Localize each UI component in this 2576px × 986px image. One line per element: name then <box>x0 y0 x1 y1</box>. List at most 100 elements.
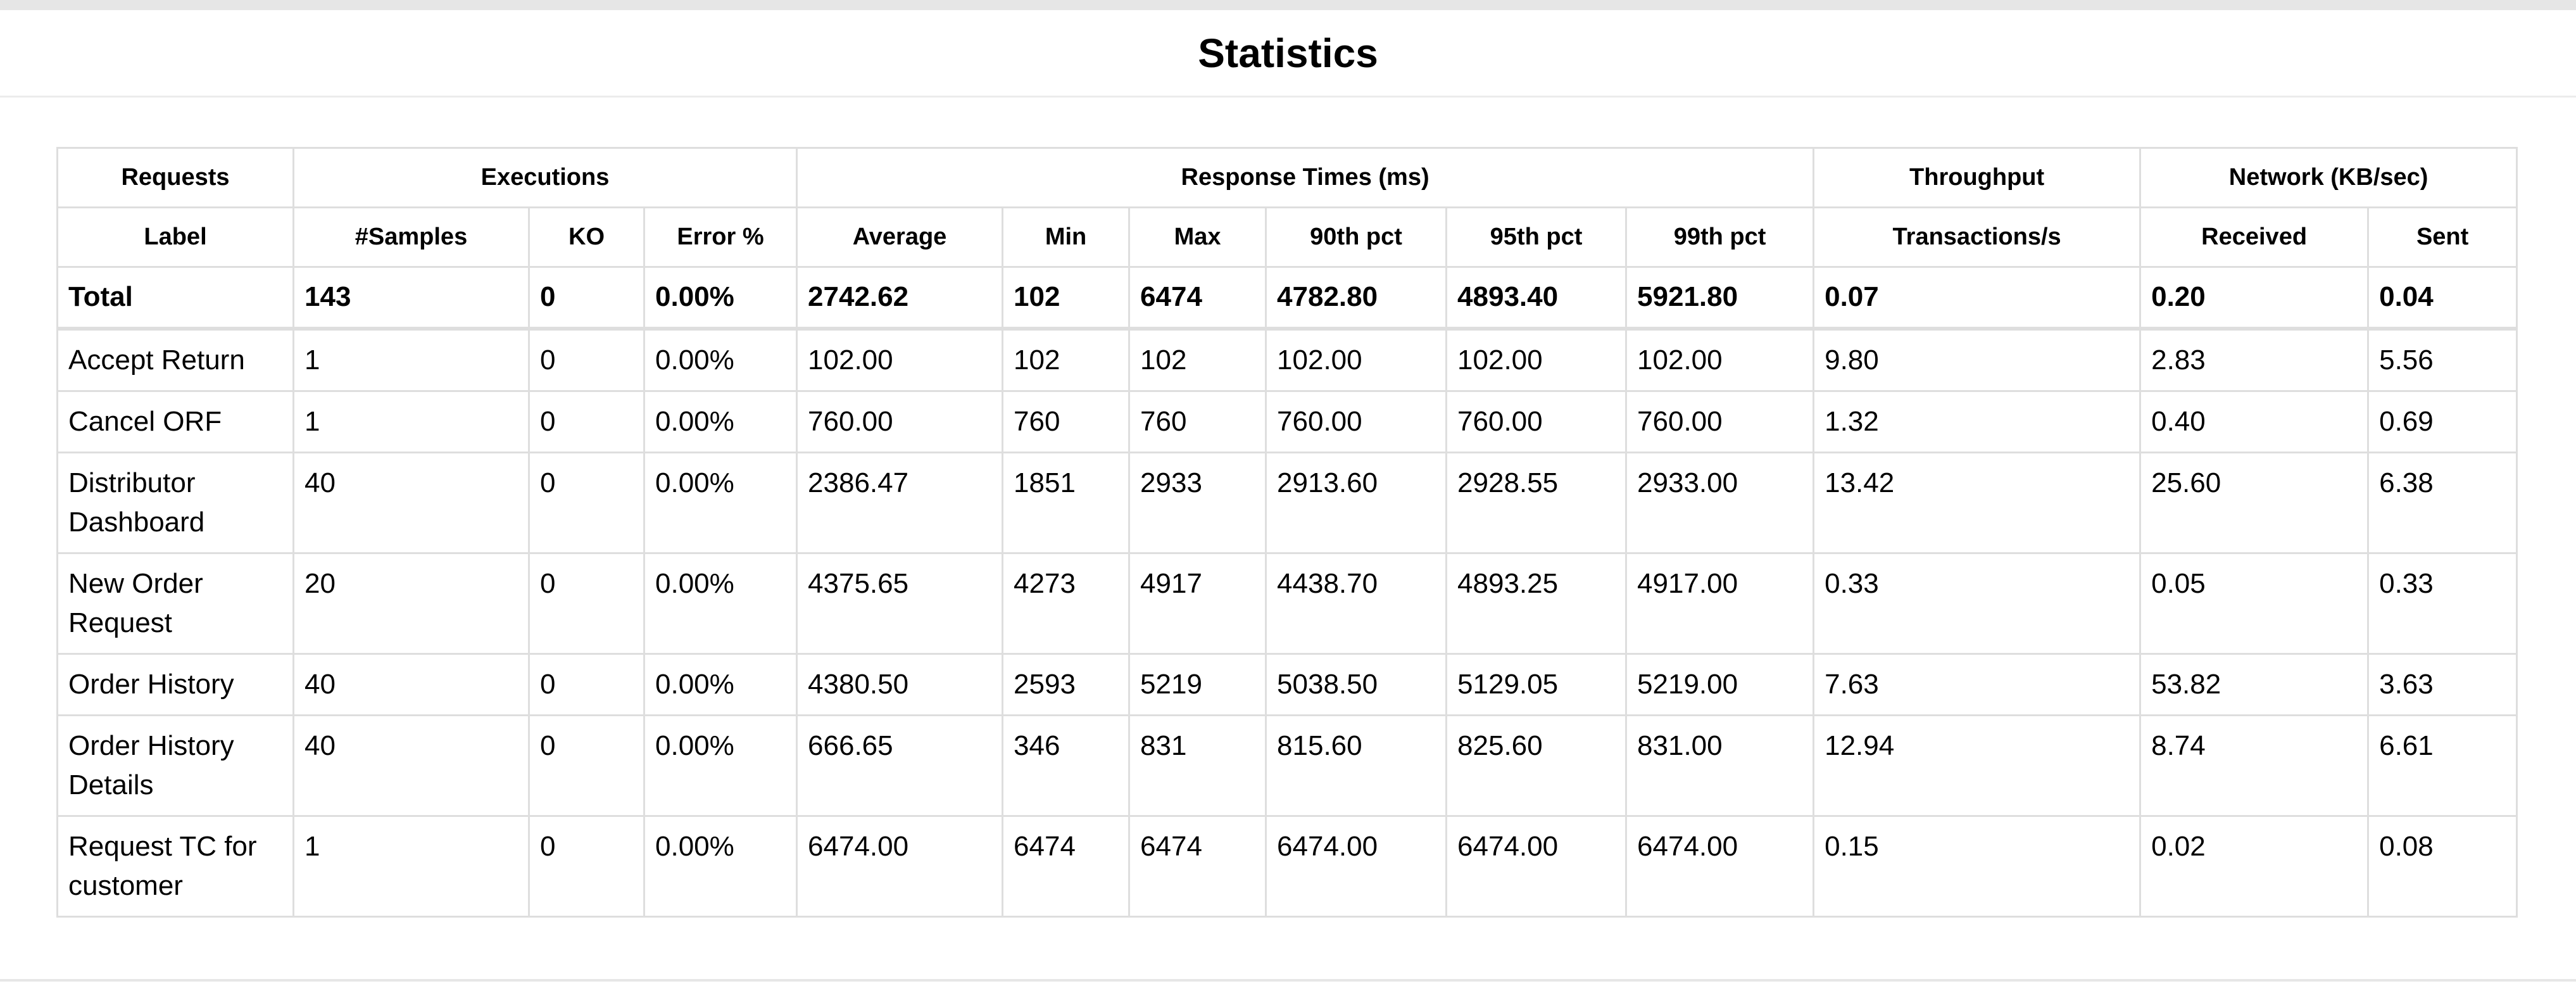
total-cell-pct99: 5921.80 <box>1625 266 1815 331</box>
cell-label: Request TC for customer <box>56 814 294 918</box>
cell-max: 4917 <box>1128 552 1267 655</box>
cell-received: 0.05 <box>2139 552 2370 655</box>
group-header-response-times: Response Times (ms) <box>796 147 1815 208</box>
cell-pct90: 102.00 <box>1265 327 1448 392</box>
column-header-sent[interactable]: Sent <box>2367 206 2518 268</box>
cell-ko: 0 <box>528 389 645 453</box>
cell-received: 53.82 <box>2139 652 2370 716</box>
cell-sent: 6.61 <box>2367 714 2518 817</box>
cell-pct99: 760.00 <box>1625 389 1815 453</box>
cell-pct99: 5219.00 <box>1625 652 1815 716</box>
table-row: Distributor Dashboard 40 0 0.00% 2386.47 1851… <box>56 451 2518 554</box>
column-header-transactions-per-sec[interactable]: Transactions/s <box>1813 206 2142 268</box>
cell-received: 8.74 <box>2139 714 2370 817</box>
cell-received: 2.83 <box>2139 327 2370 392</box>
total-cell-ko: 0 <box>528 266 645 331</box>
page-title: Statistics <box>1198 30 1378 76</box>
column-header-min[interactable]: Min <box>1002 206 1131 268</box>
cell-error-pct: 0.00% <box>643 652 798 716</box>
cell-transactions-per-sec: 7.63 <box>1813 652 2142 716</box>
top-bar <box>0 0 2576 10</box>
cell-transactions-per-sec: 1.32 <box>1813 389 2142 453</box>
column-header-max[interactable]: Max <box>1128 206 1267 268</box>
cell-pct99: 4917.00 <box>1625 552 1815 655</box>
group-header-executions: Executions <box>292 147 798 208</box>
table-row: Cancel ORF 1 0 0.00% 760.00 760 760 760.00 760.0… <box>56 389 2518 453</box>
cell-min: 102 <box>1002 327 1131 392</box>
cell-average: 4375.65 <box>796 552 1004 655</box>
total-cell-max: 6474 <box>1128 266 1267 331</box>
cell-average: 666.65 <box>796 714 1004 817</box>
cell-transactions-per-sec: 13.42 <box>1813 451 2142 554</box>
table-row: Request TC for customer 1 0 0.00% 6474.00 647… <box>56 814 2518 918</box>
cell-label: Order History <box>56 652 294 716</box>
cell-pct99: 831.00 <box>1625 714 1815 817</box>
cell-max: 5219 <box>1128 652 1267 716</box>
cell-label: Accept Return <box>56 327 294 392</box>
cell-received: 0.40 <box>2139 389 2370 453</box>
cell-received: 25.60 <box>2139 451 2370 554</box>
cell-ko: 0 <box>528 814 645 918</box>
column-header-ko[interactable]: KO <box>528 206 645 268</box>
cell-error-pct: 0.00% <box>643 451 798 554</box>
cell-ko: 0 <box>528 327 645 392</box>
cell-average: 6474.00 <box>796 814 1004 918</box>
total-cell-error-pct: 0.00% <box>643 266 798 331</box>
cell-transactions-per-sec: 12.94 <box>1813 714 2142 817</box>
column-header-samples[interactable]: #Samples <box>292 206 530 268</box>
cell-ko: 0 <box>528 451 645 554</box>
total-cell-received: 0.20 <box>2139 266 2370 331</box>
cell-transactions-per-sec: 0.15 <box>1813 814 2142 918</box>
total-cell-pct90: 4782.80 <box>1265 266 1448 331</box>
cell-max: 6474 <box>1128 814 1267 918</box>
cell-min: 4273 <box>1002 552 1131 655</box>
cell-label: Distributor Dashboard <box>56 451 294 554</box>
table-row: Order History 40 0 0.00% 4380.50 2593 5219 5038… <box>56 652 2518 716</box>
cell-pct90: 815.60 <box>1265 714 1448 817</box>
column-header-pct90[interactable]: 90th pct <box>1265 206 1448 268</box>
column-header-average[interactable]: Average <box>796 206 1004 268</box>
bottom-divider <box>0 979 2576 982</box>
cell-average: 102.00 <box>796 327 1004 392</box>
cell-error-pct: 0.00% <box>643 389 798 453</box>
cell-pct95: 760.00 <box>1445 389 1628 453</box>
cell-samples: 40 <box>292 451 530 554</box>
statistics-table-container: Requests Executions Response Times (ms) … <box>56 147 2518 918</box>
cell-max: 760 <box>1128 389 1267 453</box>
column-header-pct95[interactable]: 95th pct <box>1445 206 1628 268</box>
cell-average: 760.00 <box>796 389 1004 453</box>
cell-pct95: 5129.05 <box>1445 652 1628 716</box>
table-row: Accept Return 1 0 0.00% 102.00 102 102 102.00 10… <box>56 327 2518 392</box>
cell-sent: 0.69 <box>2367 389 2518 453</box>
cell-sent: 3.63 <box>2367 652 2518 716</box>
cell-ko: 0 <box>528 652 645 716</box>
total-cell-sent: 0.04 <box>2367 266 2518 331</box>
cell-samples: 1 <box>292 389 530 453</box>
cell-min: 6474 <box>1002 814 1131 918</box>
column-header-label[interactable]: Label <box>56 206 294 268</box>
column-header-received[interactable]: Received <box>2139 206 2370 268</box>
total-cell-min: 102 <box>1002 266 1131 331</box>
column-header-error-pct[interactable]: Error % <box>643 206 798 268</box>
cell-pct90: 5038.50 <box>1265 652 1448 716</box>
cell-pct90: 760.00 <box>1265 389 1448 453</box>
cell-average: 4380.50 <box>796 652 1004 716</box>
cell-label: New Order Request <box>56 552 294 655</box>
cell-transactions-per-sec: 9.80 <box>1813 327 2142 392</box>
cell-error-pct: 0.00% <box>643 814 798 918</box>
cell-ko: 0 <box>528 714 645 817</box>
cell-sent: 0.08 <box>2367 814 2518 918</box>
group-header-row: Requests Executions Response Times (ms) … <box>56 147 2518 208</box>
column-header-row: Label #Samples KO Error % Average Min Max 90th … <box>56 206 2518 268</box>
cell-ko: 0 <box>528 552 645 655</box>
column-header-pct99[interactable]: 99th pct <box>1625 206 1815 268</box>
cell-max: 831 <box>1128 714 1267 817</box>
cell-pct90: 6474.00 <box>1265 814 1448 918</box>
cell-pct95: 4893.25 <box>1445 552 1628 655</box>
cell-samples: 40 <box>292 652 530 716</box>
cell-min: 760 <box>1002 389 1131 453</box>
cell-received: 0.02 <box>2139 814 2370 918</box>
total-cell-average: 2742.62 <box>796 266 1004 331</box>
cell-sent: 5.56 <box>2367 327 2518 392</box>
cell-pct99: 6474.00 <box>1625 814 1815 918</box>
